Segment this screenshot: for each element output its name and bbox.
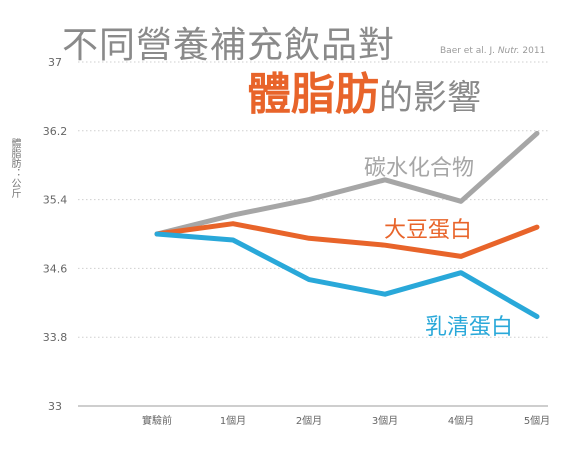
y-tick-label: 35.4	[43, 194, 68, 207]
y-tick-label: 33.8	[43, 331, 68, 344]
x-tick-label: 4個月	[448, 414, 474, 427]
chart-title-line1: 不同營養補充飲品對	[62, 25, 396, 66]
source-year: 2011	[519, 46, 546, 56]
series-label-soy-protein: 大豆蛋白	[384, 218, 473, 243]
y-tick-label: 34.6	[43, 262, 68, 275]
chart-title-rest: 的影響	[379, 78, 481, 118]
chart-title-line2: 體脂肪的影響	[247, 58, 481, 122]
source-prefix: Baer et al. J.	[440, 46, 498, 56]
x-tick-label: 實驗前	[142, 414, 172, 427]
source-citation: Baer et al. J. Nutr. 2011	[440, 46, 545, 56]
x-tick-label: 5個月	[524, 414, 550, 427]
y-tick-label: 37	[48, 56, 62, 69]
x-tick-label: 2個月	[296, 414, 322, 427]
series-line-carbohydrate	[154, 130, 540, 237]
x-tick-label: 3個月	[372, 414, 398, 427]
series-label-whey-protein: 乳清蛋白	[425, 315, 514, 340]
series-label-carbohydrate: 碳水化合物	[364, 156, 475, 181]
chart-title-highlight: 體脂肪	[247, 69, 379, 120]
y-tick-label: 36.2	[43, 125, 68, 138]
source-journal: Nutr.	[497, 46, 520, 56]
series-line-whey-protein	[154, 231, 540, 320]
y-axis-label: 體脂肪：公斤	[9, 138, 20, 198]
x-tick-label: 1個月	[220, 414, 246, 427]
y-tick-label: 33	[48, 400, 62, 413]
series-line-soy-protein	[154, 221, 540, 259]
